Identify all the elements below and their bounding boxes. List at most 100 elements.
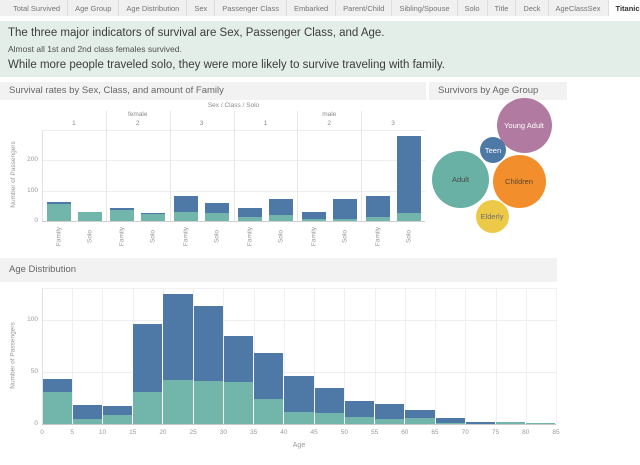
v-gridline <box>556 288 557 424</box>
tab-sex[interactable]: Sex <box>187 0 216 16</box>
tab-passenger-class[interactable]: Passenger Class <box>215 0 287 16</box>
bar-survived-segment <box>301 218 326 221</box>
hist-survived-segment <box>193 381 223 424</box>
hist-survived-segment <box>133 391 163 424</box>
y-tick-label: 100 <box>27 316 38 323</box>
tab-parent-child[interactable]: Parent/Child <box>336 0 393 16</box>
age-x-axis-label: Age <box>292 442 306 449</box>
hist-bar-0-5[interactable] <box>42 379 72 424</box>
hist-bar-10-15[interactable] <box>102 406 133 424</box>
bar-died-segment <box>174 195 199 213</box>
bar-male-class3-solo[interactable] <box>396 135 421 221</box>
hist-bar-30-35[interactable] <box>223 335 254 424</box>
bar-survived-segment <box>141 213 166 221</box>
x-category-label: Family <box>55 226 62 247</box>
hist-died-segment <box>42 379 72 392</box>
hist-bar-80-85[interactable] <box>526 422 556 424</box>
class-header-label: 1 <box>72 120 76 127</box>
x-category-label: Family <box>374 226 382 247</box>
class-header-label: 1 <box>263 120 268 127</box>
y-tick-label: 50 <box>30 368 38 375</box>
hist-bar-60-65[interactable] <box>405 410 435 424</box>
tab-ageclasssex[interactable]: AgeClassSex <box>549 0 609 16</box>
bar-survived-segment <box>332 218 357 221</box>
class-header-label: 2 <box>327 120 332 127</box>
hist-died-segment <box>344 401 375 417</box>
hist-bar-55-60[interactable] <box>375 404 405 424</box>
x-tick-label: 0 <box>40 429 44 436</box>
hist-survived-segment <box>254 399 284 424</box>
bubble-teen[interactable]: Teen <box>480 137 506 163</box>
tab-age-distribution[interactable]: Age Distribution <box>119 0 188 16</box>
bar-female-class1-solo[interactable] <box>77 211 102 221</box>
hist-bar-15-20[interactable] <box>133 324 163 424</box>
hist-survived-segment <box>223 382 254 424</box>
bubble-young-adult[interactable]: Young Adult <box>496 97 552 153</box>
survival-chart-card: Survival rates by Sex, Class, and amount… <box>0 82 426 255</box>
bar-survived-segment <box>77 212 102 221</box>
age-histogram-title: Age Distribution <box>0 258 557 282</box>
x-category-label: Family <box>118 226 126 247</box>
bar-survived-segment <box>174 212 199 221</box>
bar-female-class2-solo[interactable] <box>141 213 166 221</box>
tab-embarked[interactable]: Embarked <box>287 0 337 16</box>
x-tick-label: 75 <box>491 429 500 436</box>
hist-survived-segment <box>102 414 133 424</box>
bubble-children[interactable]: Children <box>492 154 546 208</box>
x-tick-label: 20 <box>159 429 167 436</box>
tab-deck[interactable]: Deck <box>516 0 549 16</box>
x-tick-label: 55 <box>370 429 379 436</box>
x-tick-label: 60 <box>401 429 409 436</box>
tab-titanic-dashboard[interactable]: Titanic Dashboard <box>608 0 640 16</box>
bar-male-class2-solo[interactable] <box>332 199 357 221</box>
bubble-elderly[interactable]: Elderly <box>475 199 509 233</box>
hist-bar-40-45[interactable] <box>284 376 314 424</box>
tab-title[interactable]: Title <box>488 0 517 16</box>
hist-bar-25-30[interactable] <box>193 306 223 424</box>
pane-divider <box>169 111 171 221</box>
bar-survived-segment <box>238 216 262 221</box>
x-category-label: Solo <box>277 230 285 244</box>
bubble-adult[interactable]: Adult <box>432 150 489 208</box>
x-category-label: Solo <box>341 230 349 244</box>
insight-banner: The three major indicators of survival a… <box>0 21 640 77</box>
hist-bar-45-50[interactable] <box>314 387 344 424</box>
hist-survived-segment <box>496 421 526 424</box>
bar-male-class2-family[interactable] <box>301 212 326 221</box>
y-tick-label: 100 <box>27 186 38 194</box>
bar-died-segment <box>301 212 326 219</box>
tab-age-group[interactable]: Age Group <box>68 0 120 16</box>
tab-total-survived[interactable]: Total Survived <box>6 0 69 16</box>
bar-female-class1-family[interactable] <box>46 202 71 221</box>
v-gridline <box>374 288 376 424</box>
bar-female-class3-solo[interactable] <box>205 202 230 221</box>
pane-divider <box>361 111 363 221</box>
hist-bar-50-55[interactable] <box>344 401 375 424</box>
bar-male-class1-solo[interactable] <box>269 199 293 221</box>
v-gridline <box>314 288 316 424</box>
bar-female-class2-family[interactable] <box>110 208 135 221</box>
hist-bar-35-40[interactable] <box>254 353 284 424</box>
hist-bar-5-10[interactable] <box>72 405 102 424</box>
hist-died-segment <box>284 376 314 412</box>
bar-female-class3-family[interactable] <box>174 195 199 221</box>
tab-solo[interactable]: Solo <box>458 0 488 16</box>
v-gridline <box>435 288 437 424</box>
hist-bar-65-70[interactable] <box>435 417 465 424</box>
hist-bar-70-75[interactable] <box>465 421 496 424</box>
bubble-label-elderly: Elderly <box>480 211 504 221</box>
hist-bar-20-25[interactable] <box>163 294 193 424</box>
bar-died-segment <box>365 195 390 218</box>
bar-male-class3-family[interactable] <box>365 195 390 221</box>
class-header-label: 3 <box>199 120 204 127</box>
hist-bar-75-80[interactable] <box>496 421 526 424</box>
x-tick-label: 85 <box>552 429 560 436</box>
tab-sibling-spouse[interactable]: Sibling/Spouse <box>392 0 458 16</box>
x-tick-label: 45 <box>310 429 318 436</box>
survival-chart-title: Survival rates by Sex, Class, and amount… <box>0 82 426 100</box>
hist-died-segment <box>375 404 405 419</box>
hist-died-segment <box>405 410 435 418</box>
bar-male-class1-family[interactable] <box>238 208 262 221</box>
insight-line-3: While more people traveled solo, they we… <box>8 59 445 71</box>
x-tick-label: 50 <box>340 429 348 436</box>
